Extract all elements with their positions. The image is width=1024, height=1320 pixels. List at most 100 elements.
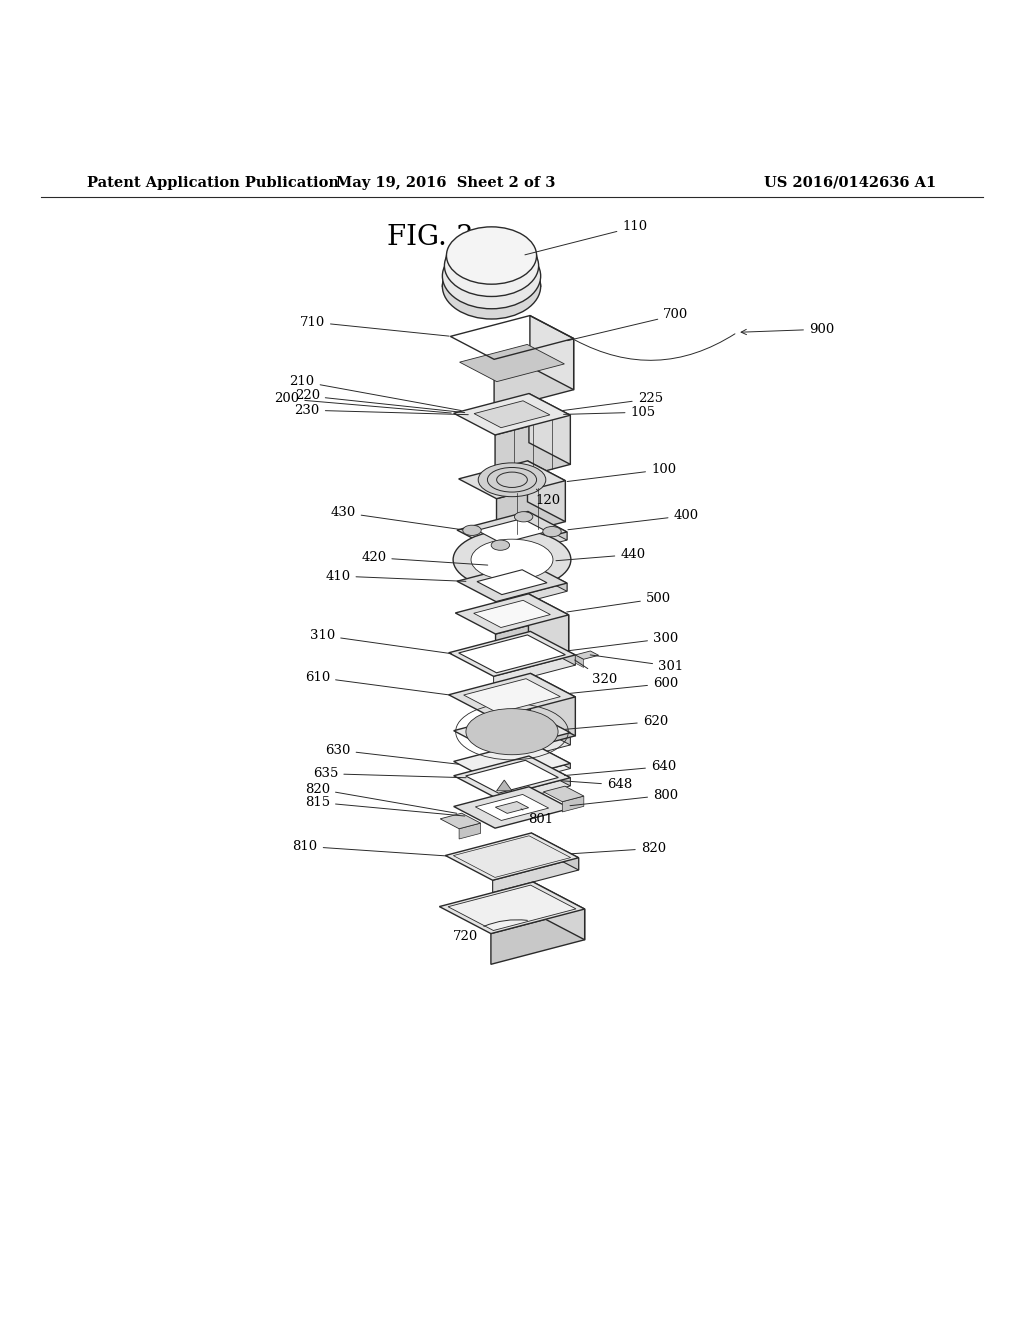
- Polygon shape: [459, 824, 480, 840]
- Ellipse shape: [514, 512, 532, 521]
- Ellipse shape: [466, 709, 558, 755]
- Polygon shape: [477, 570, 547, 594]
- Polygon shape: [459, 461, 565, 499]
- Text: 420: 420: [361, 552, 487, 565]
- Polygon shape: [562, 796, 584, 812]
- Polygon shape: [454, 742, 570, 783]
- Text: FIG. 3: FIG. 3: [387, 223, 473, 251]
- Text: 410: 410: [326, 569, 466, 582]
- Polygon shape: [526, 543, 562, 569]
- Polygon shape: [529, 742, 570, 768]
- Text: 300: 300: [567, 632, 678, 651]
- Polygon shape: [529, 393, 570, 465]
- Polygon shape: [474, 601, 550, 627]
- Text: 400: 400: [568, 510, 698, 529]
- Polygon shape: [530, 673, 575, 735]
- Polygon shape: [529, 711, 570, 744]
- Text: 800: 800: [570, 788, 678, 805]
- Polygon shape: [449, 673, 575, 718]
- Text: 815: 815: [305, 796, 465, 816]
- Polygon shape: [460, 345, 564, 381]
- Text: 310: 310: [310, 628, 452, 653]
- Text: 440: 440: [556, 548, 645, 561]
- Polygon shape: [495, 416, 570, 484]
- Ellipse shape: [492, 540, 510, 550]
- Polygon shape: [496, 801, 528, 813]
- Ellipse shape: [442, 243, 541, 309]
- Polygon shape: [495, 777, 570, 805]
- Polygon shape: [530, 631, 575, 665]
- Polygon shape: [457, 511, 567, 550]
- Polygon shape: [528, 594, 568, 653]
- Text: 600: 600: [569, 677, 678, 693]
- Text: 630: 630: [326, 743, 459, 764]
- Text: 801: 801: [521, 809, 553, 826]
- Text: 820: 820: [305, 783, 457, 813]
- Polygon shape: [494, 697, 575, 758]
- Text: Patent Application Publication: Patent Application Publication: [87, 176, 339, 190]
- Ellipse shape: [444, 235, 539, 297]
- Polygon shape: [476, 546, 548, 572]
- Polygon shape: [493, 858, 579, 892]
- Text: 230: 230: [295, 404, 468, 417]
- Polygon shape: [466, 760, 558, 793]
- Polygon shape: [527, 461, 565, 521]
- Polygon shape: [498, 561, 562, 586]
- Polygon shape: [494, 655, 575, 686]
- Polygon shape: [496, 615, 568, 673]
- Text: May 19, 2016  Sheet 2 of 3: May 19, 2016 Sheet 2 of 3: [336, 176, 555, 190]
- Polygon shape: [456, 594, 568, 634]
- Text: 110: 110: [525, 220, 647, 255]
- Text: 700: 700: [567, 309, 688, 341]
- Text: 320: 320: [574, 660, 616, 686]
- Polygon shape: [449, 886, 575, 931]
- Polygon shape: [454, 787, 570, 828]
- Ellipse shape: [471, 539, 553, 579]
- Polygon shape: [497, 480, 565, 540]
- Ellipse shape: [487, 467, 537, 492]
- Ellipse shape: [543, 527, 561, 537]
- Text: 225: 225: [563, 392, 663, 411]
- Polygon shape: [495, 338, 573, 411]
- Text: 301: 301: [590, 655, 683, 673]
- Text: 900: 900: [741, 323, 835, 335]
- Text: 105: 105: [563, 405, 655, 418]
- Text: 220: 220: [295, 389, 465, 413]
- Polygon shape: [454, 393, 570, 434]
- Polygon shape: [575, 651, 599, 659]
- Polygon shape: [529, 756, 570, 785]
- Text: 820: 820: [571, 842, 666, 855]
- Text: 635: 635: [313, 767, 466, 780]
- Polygon shape: [474, 401, 550, 428]
- Ellipse shape: [463, 525, 481, 536]
- Polygon shape: [439, 882, 585, 933]
- Text: 720: 720: [454, 920, 527, 942]
- Text: 200: 200: [274, 392, 452, 413]
- Text: 640: 640: [564, 760, 676, 776]
- Polygon shape: [440, 813, 480, 829]
- Polygon shape: [496, 532, 567, 558]
- Polygon shape: [490, 909, 585, 965]
- Text: US 2016/0142636 A1: US 2016/0142636 A1: [764, 176, 936, 190]
- Polygon shape: [495, 763, 570, 788]
- Polygon shape: [457, 562, 567, 602]
- Polygon shape: [464, 678, 560, 713]
- Polygon shape: [496, 583, 567, 610]
- Text: 620: 620: [565, 715, 668, 729]
- Polygon shape: [449, 631, 575, 676]
- Ellipse shape: [453, 529, 571, 589]
- Ellipse shape: [478, 463, 546, 496]
- Polygon shape: [544, 787, 584, 801]
- Text: 710: 710: [300, 315, 450, 337]
- Polygon shape: [575, 655, 584, 668]
- Text: 100: 100: [567, 463, 676, 482]
- Text: 648: 648: [561, 779, 632, 792]
- Polygon shape: [495, 733, 570, 764]
- Ellipse shape: [446, 227, 537, 284]
- Text: 430: 430: [331, 506, 463, 529]
- Polygon shape: [477, 519, 547, 544]
- Polygon shape: [462, 543, 562, 577]
- Ellipse shape: [497, 473, 527, 487]
- Text: 210: 210: [290, 375, 461, 411]
- Polygon shape: [497, 780, 512, 791]
